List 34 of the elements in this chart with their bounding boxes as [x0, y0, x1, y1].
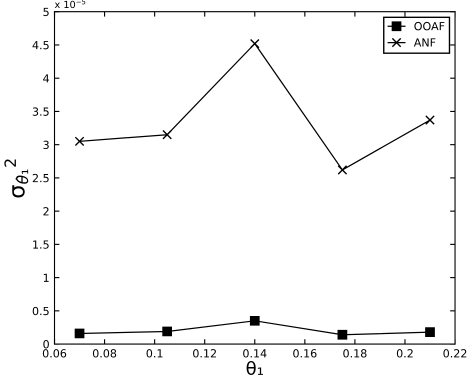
point: [250, 316, 260, 326]
y-tick-label: 2: [43, 207, 49, 216]
y-tick-label: 4.5: [32, 41, 49, 50]
x-tick-label: 0.18: [343, 349, 367, 358]
y-tick-label: 3: [43, 140, 49, 150]
y-tick-label: 1.5: [33, 240, 49, 249]
y-tick-label: 5: [43, 8, 49, 16]
legend-label: OOAF: [414, 22, 444, 30]
x-tick-label: 0.16: [293, 349, 317, 358]
x-tick-label: 0.22: [443, 349, 466, 358]
point: [425, 327, 435, 337]
point: [162, 130, 172, 140]
y-tick-label: 0.5: [32, 306, 49, 316]
y-tick-label: 1: [44, 274, 49, 282]
point: [338, 165, 348, 175]
x-tick-label: 0.2: [396, 349, 413, 358]
x-tick-label: 0.08: [92, 349, 116, 358]
y-tick-label: 2.5: [32, 174, 49, 182]
point: [162, 326, 172, 336]
y-tick-label: 3.5: [32, 107, 49, 116]
y-tick-label: 4: [43, 74, 50, 82]
x-tick-label: 0.14: [243, 349, 267, 358]
legend-label: ANF: [414, 38, 436, 46]
y-tick-label: 0: [43, 340, 49, 348]
y-axis-title: σ$_{θ̂₁}$$^{2}$: [4, 159, 28, 198]
point: [425, 115, 435, 125]
point: [250, 38, 260, 48]
x-tick-label: 0.12: [193, 349, 216, 358]
x-tick-label: 0.06: [42, 349, 66, 358]
point: [74, 328, 84, 338]
point: [74, 136, 84, 146]
x-axis-title: θ₁: [246, 360, 263, 376]
point: [338, 330, 348, 340]
x-tick-label: 0.1: [146, 349, 162, 358]
